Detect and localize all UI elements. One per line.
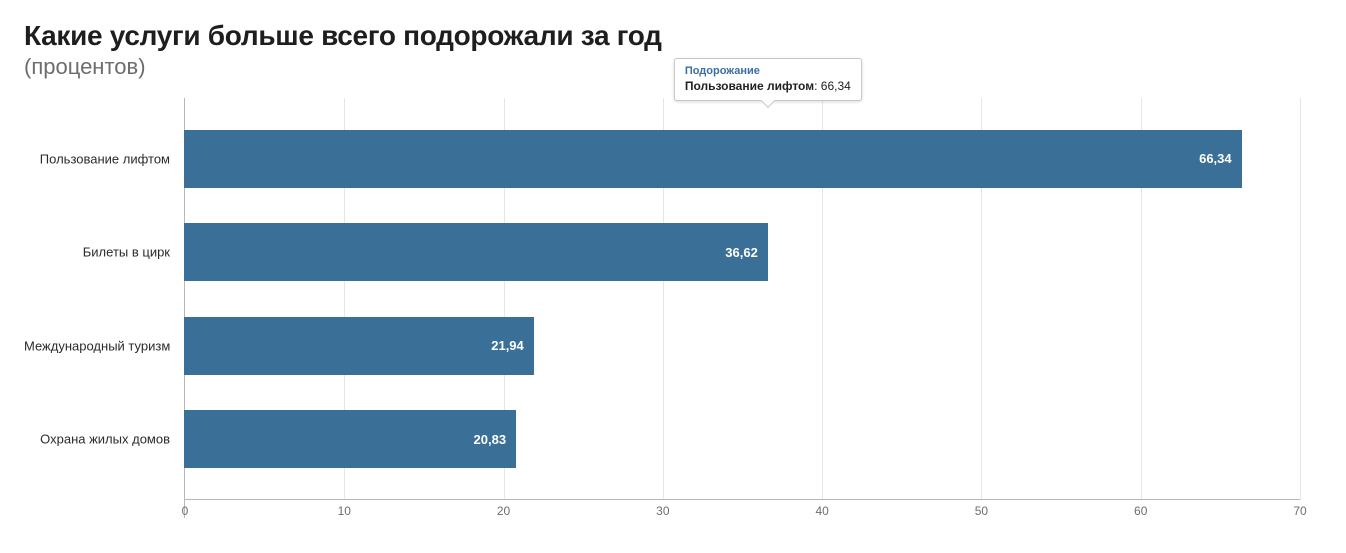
chart-container: Какие услуги больше всего подорожали за …	[0, 0, 1346, 553]
tooltip-value: 66,34	[821, 79, 851, 93]
tooltip: Подорожание Пользование лифтом: 66,34	[674, 58, 862, 101]
plot-area: 010203040506070 Пользование лифтом66,34Б…	[184, 98, 1300, 518]
bar[interactable]: 66,34	[184, 130, 1242, 188]
category-label: Пользование лифтом	[24, 151, 184, 166]
bar-value-label: 21,94	[491, 338, 524, 353]
x-tick-label: 50	[975, 504, 988, 518]
x-tick-label: 40	[815, 504, 828, 518]
bar-value-label: 66,34	[1199, 151, 1232, 166]
bar-row: Пользование лифтом66,34	[184, 130, 1300, 188]
bars-group: Пользование лифтом66,34 Билеты в цирк36,6…	[184, 98, 1300, 500]
category-label: Международный туризм	[24, 338, 184, 353]
bar-row: Охрана жилых домов20,83	[184, 410, 1300, 468]
tooltip-item-label: Пользование лифтом	[685, 79, 814, 93]
bar[interactable]: 20,83	[184, 410, 516, 468]
bar-value-label: 36,62	[725, 245, 758, 260]
x-tick-label: 70	[1293, 504, 1306, 518]
bar[interactable]: 36,62	[184, 223, 768, 281]
gridline	[1300, 98, 1301, 500]
x-tick-label: 10	[338, 504, 351, 518]
tooltip-body: Пользование лифтом: 66,34	[685, 79, 851, 93]
category-label: Охрана жилых домов	[24, 432, 184, 447]
bar-row: Билеты в цирк36,62	[184, 223, 1300, 281]
chart-title: Какие услуги больше всего подорожали за …	[24, 20, 1322, 52]
x-tick-label: 60	[1134, 504, 1147, 518]
x-tick-label: 0	[182, 504, 189, 518]
x-tick-label: 20	[497, 504, 510, 518]
tooltip-sep: :	[814, 79, 821, 93]
bar-value-label: 20,83	[474, 432, 507, 447]
bar[interactable]: 21,94	[184, 317, 534, 375]
x-tick-label: 30	[656, 504, 669, 518]
tooltip-title: Подорожание	[685, 65, 851, 77]
bar-row: Международный туризм21,94	[184, 317, 1300, 375]
category-label: Билеты в цирк	[24, 245, 184, 260]
